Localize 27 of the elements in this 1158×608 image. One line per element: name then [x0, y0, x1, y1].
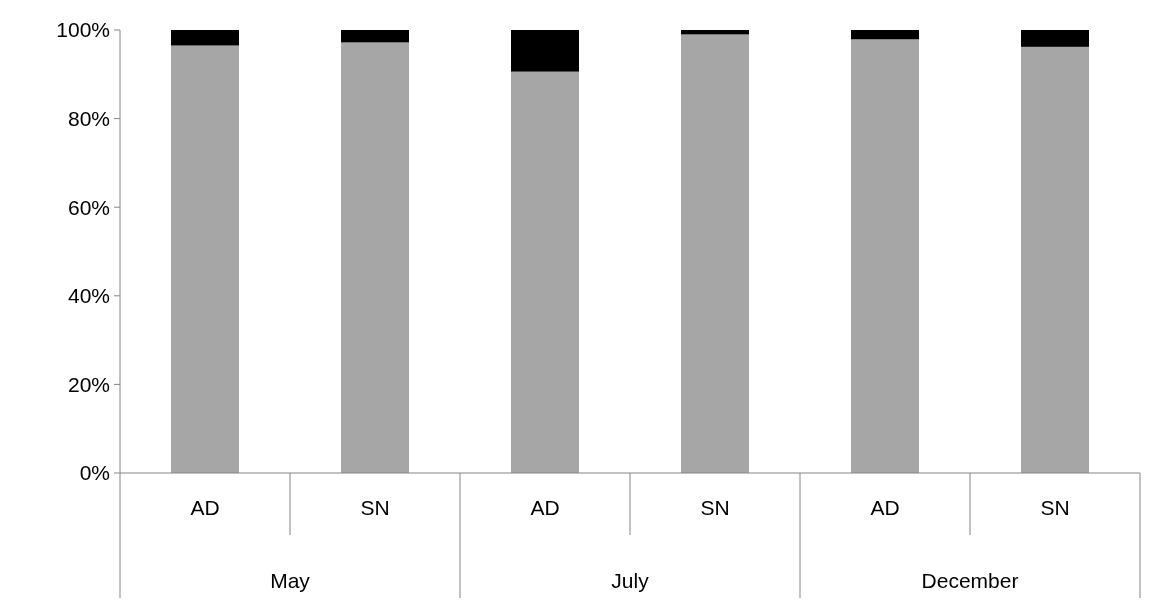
x-tick-label: SN — [1040, 496, 1070, 519]
bar — [681, 34, 749, 473]
x-tick-label: SN — [700, 496, 730, 519]
bar — [171, 45, 239, 473]
y-tick-label: 0% — [79, 461, 110, 485]
bar — [171, 30, 239, 46]
x-tick-label: AD — [530, 496, 560, 519]
bar — [341, 42, 409, 473]
bar — [681, 30, 749, 35]
bar — [1021, 30, 1089, 47]
bar — [851, 30, 919, 40]
y-tick-label: 20% — [67, 372, 110, 396]
x-tick-label: AD — [190, 496, 220, 519]
text: December — [921, 569, 1019, 592]
x-tick-label: AD — [870, 496, 900, 519]
y-tick-label: 80% — [67, 106, 110, 130]
bar — [341, 30, 409, 43]
bar — [851, 39, 919, 473]
text: July — [611, 569, 650, 592]
y-tick-label: 60% — [67, 195, 110, 219]
bar — [1021, 46, 1089, 473]
x-tick-label: SN — [360, 496, 390, 519]
bar — [511, 71, 579, 473]
bar — [511, 30, 579, 72]
y-tick-label: 40% — [67, 284, 110, 308]
y-tick-label: 100% — [56, 18, 110, 42]
text: May — [270, 569, 311, 592]
